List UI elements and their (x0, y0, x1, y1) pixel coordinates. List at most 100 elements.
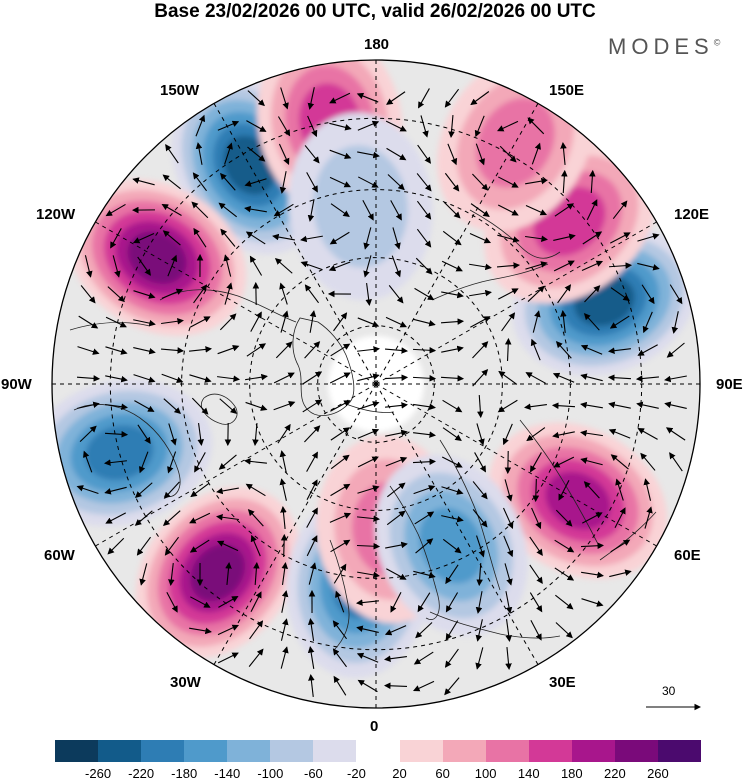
wind-arrow (307, 646, 315, 669)
wind-arrow (581, 260, 604, 272)
wind-arrow (223, 254, 232, 277)
wind-arrow (472, 509, 488, 528)
wind-arrow (413, 485, 436, 495)
wind-arrow (497, 176, 519, 188)
wind-arrow (504, 479, 513, 502)
wind-arrow (161, 288, 184, 299)
wind-arrow (250, 311, 262, 332)
wind-arrow (469, 289, 492, 297)
wind-arrow (333, 563, 347, 584)
wind-arrow (555, 594, 574, 610)
wind-arrow (583, 481, 600, 499)
wind-arrow (333, 312, 348, 332)
wind-arrow (193, 227, 207, 248)
wind-arrow (561, 169, 568, 194)
wind-arrow (83, 450, 93, 473)
colorbar-tick-label: -100 (257, 766, 284, 781)
colorbar-swatch (98, 740, 142, 762)
wind-arrow (250, 534, 261, 557)
wind-arrow (166, 592, 178, 613)
wind-arrow (279, 478, 287, 501)
wind-arrow (554, 539, 575, 553)
lon-label-30w: 30W (170, 674, 201, 691)
wind-arrow (304, 341, 321, 359)
wind-arrow (386, 147, 407, 161)
lon-label-150e: 150E (549, 82, 585, 99)
lon-label-120w: 120W (36, 206, 76, 223)
wind-arrow (330, 427, 351, 441)
wind-arrow (138, 451, 149, 474)
wind-arrow (476, 535, 485, 558)
wind-arrow (474, 452, 486, 473)
meridian-line (95, 383, 377, 547)
wind-arrow (191, 201, 209, 219)
wind-arrow (105, 316, 127, 328)
wind-arrow (191, 397, 209, 415)
wind-arrow (384, 625, 407, 636)
wind-arrow (413, 651, 434, 665)
wind-arrow (530, 620, 542, 641)
colorbar-swatch (184, 740, 228, 762)
wind-arrow (531, 142, 541, 165)
wind-arrow (330, 400, 351, 412)
wind-arrow (529, 536, 543, 556)
wind-arrow (280, 646, 289, 669)
wind-arrow (136, 536, 151, 556)
wind-arrow (417, 144, 431, 164)
wind-arrow (498, 288, 519, 300)
wind-arrow (637, 262, 660, 271)
wind-arrow (448, 114, 455, 139)
wind-arrow (525, 204, 548, 216)
wind-arrow (304, 284, 320, 304)
wind-arrow (497, 234, 520, 243)
lon-label-30e: 30E (549, 674, 576, 691)
wind-arrow (280, 505, 287, 530)
wind-arrow (217, 120, 240, 131)
wind-arrow (386, 482, 406, 498)
lon-label-0: 0 (370, 718, 379, 735)
modes-logo: MODES© (608, 34, 721, 59)
lon-label-90w: 90W (1, 376, 32, 393)
colorbar-tick-label: -220 (128, 766, 155, 781)
wind-arrow (279, 450, 287, 473)
wind-arrow (532, 478, 540, 503)
wind-arrow (192, 172, 208, 192)
wind-arrow (442, 399, 463, 413)
wind-arrow (470, 203, 490, 218)
wind-arrow (416, 200, 432, 220)
wind-arrow (253, 561, 260, 586)
wind-arrow (386, 568, 407, 580)
wind-arrow (444, 677, 460, 696)
wind-arrow (445, 620, 459, 641)
wind-arrow (608, 401, 631, 409)
wind-arrow (530, 338, 541, 361)
wind-arrow (277, 116, 291, 137)
wind-arrow (273, 372, 295, 384)
wind-arrow (134, 400, 155, 412)
wind-arrow (417, 592, 431, 613)
wind-arrow (444, 648, 459, 668)
wind-arrow (390, 200, 402, 221)
wind-arrow (641, 284, 655, 305)
wind-arrow (333, 675, 347, 696)
wind-arrow (357, 346, 381, 353)
wind-arrow (642, 311, 653, 334)
map-border (51, 59, 701, 709)
wind-arrow (307, 618, 315, 641)
lon-label-60e: 60E (674, 547, 701, 564)
wind-arrow (415, 622, 433, 639)
wind-arrow (105, 403, 128, 410)
wind-arrow (132, 232, 155, 244)
wind-arrow (220, 228, 236, 247)
latitude-circle (249, 257, 503, 511)
wind-arrow (216, 540, 239, 552)
wind-arrow (300, 261, 323, 271)
wind-arrow (76, 375, 101, 382)
wind-arrow (391, 255, 401, 278)
positive-anomaly-contour (475, 97, 555, 188)
wind-arrow (243, 458, 267, 465)
wind-arrow (557, 284, 572, 304)
colorbar-tick-label: -140 (214, 766, 241, 781)
wind-arrow (609, 232, 631, 244)
wind-arrow (249, 620, 264, 640)
